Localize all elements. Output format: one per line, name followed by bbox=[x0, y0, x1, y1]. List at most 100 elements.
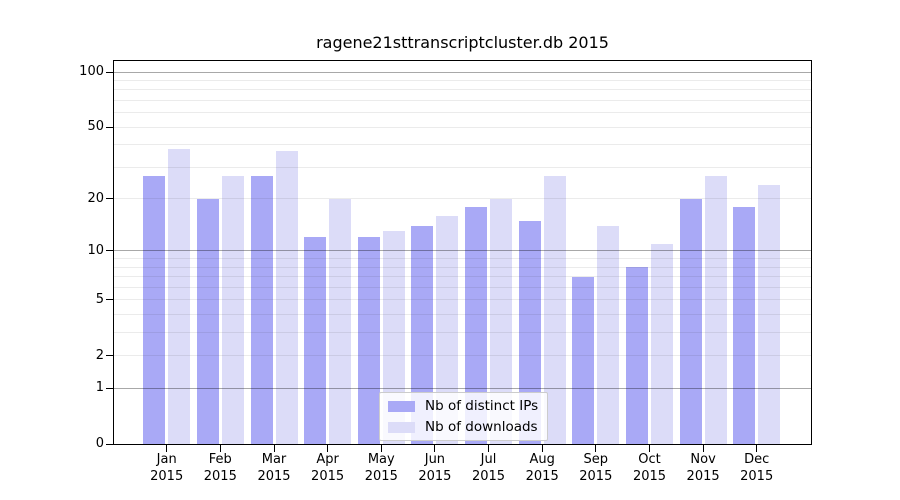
x-tick-mar bbox=[273, 445, 275, 452]
x-tick-nov bbox=[702, 445, 704, 452]
bar-distinct-ips-aug bbox=[518, 220, 541, 444]
bar-distinct-ips-sep bbox=[572, 276, 595, 444]
y-tick-label-2: 2 bbox=[95, 347, 104, 363]
x-tick-label-apr: Apr 2015 bbox=[296, 451, 360, 485]
gridline-minor-40 bbox=[114, 144, 811, 146]
y-tick-5 bbox=[106, 299, 113, 301]
gridline-minor-60 bbox=[114, 112, 811, 114]
y-tick-20 bbox=[106, 198, 113, 200]
x-label-month: May bbox=[367, 452, 395, 467]
legend-label-distinct-ips: Nb of distinct IPs bbox=[425, 398, 539, 414]
x-label-year: 2015 bbox=[632, 469, 667, 484]
bar-downloads-jan bbox=[168, 148, 191, 444]
plot-area: Nb of distinct IPs Nb of downloads 0 1 2 5 1… bbox=[79, 60, 812, 484]
x-tick-jan bbox=[166, 445, 168, 452]
legend-item-downloads: Nb of downloads bbox=[388, 419, 538, 435]
y-tick-50 bbox=[106, 126, 113, 128]
x-label-month: Apr bbox=[316, 452, 339, 467]
x-tick-sep bbox=[595, 445, 597, 452]
x-tick-oct bbox=[649, 445, 650, 452]
x-tick-label-aug: Aug 2015 bbox=[510, 451, 574, 485]
bar-distinct-ips-nov bbox=[679, 198, 702, 444]
gridline-minor-50 bbox=[114, 126, 811, 128]
x-label-year: 2015 bbox=[364, 469, 398, 484]
x-label-year: 2015 bbox=[257, 469, 291, 484]
gridline-minor-30 bbox=[114, 166, 811, 168]
bar-distinct-ips-apr bbox=[304, 237, 327, 444]
bar-downloads-feb bbox=[221, 175, 244, 444]
x-label-month: Dec bbox=[744, 452, 770, 467]
x-tick-label-jun: Jun 2015 bbox=[403, 451, 467, 485]
y-tick-100 bbox=[106, 71, 113, 73]
x-tick-aug bbox=[541, 445, 543, 452]
bar-distinct-ips-mar bbox=[250, 175, 273, 444]
x-tick-apr bbox=[327, 445, 329, 452]
legend: Nb of distinct IPs Nb of downloads bbox=[379, 392, 549, 441]
bar-downloads-jun bbox=[436, 215, 459, 444]
x-label-year: 2015 bbox=[579, 469, 613, 484]
chart-title: ragene21sttranscriptcluster.db 2015 bbox=[316, 33, 609, 52]
bar-downloads-jul bbox=[490, 198, 512, 444]
y-tick-label-1: 1 bbox=[95, 380, 104, 396]
x-label-month: Jan bbox=[156, 452, 177, 467]
x-label-month: Oct bbox=[638, 452, 661, 467]
x-label-month: Sep bbox=[583, 452, 609, 467]
x-label-year: 2015 bbox=[686, 469, 720, 484]
gridline-minor-70 bbox=[114, 100, 811, 102]
x-label-month: Jul bbox=[480, 452, 497, 467]
x-label-year: 2015 bbox=[150, 469, 184, 484]
legend-swatch-downloads bbox=[388, 421, 415, 433]
x-label-year: 2015 bbox=[471, 469, 506, 484]
x-tick-jul bbox=[488, 445, 489, 452]
legend-label-downloads: Nb of downloads bbox=[425, 419, 538, 435]
x-label-year: 2015 bbox=[418, 469, 452, 484]
gridline-minor-90 bbox=[114, 80, 811, 82]
x-tick-label-jul: Jul 2015 bbox=[457, 451, 521, 485]
y-tick-label-50: 50 bbox=[87, 119, 104, 135]
x-tick-label-jan: Jan 2015 bbox=[135, 451, 199, 485]
x-label-month: Jun bbox=[424, 452, 446, 467]
x-label-month: Nov bbox=[690, 452, 716, 467]
x-tick-label-sep: Sep 2015 bbox=[564, 451, 628, 485]
legend-item-distinct-ips: Nb of distinct IPs bbox=[388, 398, 538, 414]
x-label-year: 2015 bbox=[525, 469, 559, 484]
x-label-year: 2015 bbox=[311, 469, 345, 484]
y-tick-1 bbox=[106, 387, 113, 389]
y-tick-label-5: 5 bbox=[95, 291, 104, 307]
x-tick-label-feb: Feb 2015 bbox=[188, 451, 252, 485]
x-tick-jun bbox=[434, 445, 436, 452]
gridline-major-100 bbox=[114, 71, 811, 73]
bar-distinct-ips-dec bbox=[733, 206, 756, 444]
y-tick-label-20: 20 bbox=[87, 190, 104, 206]
bar-distinct-ips-jul bbox=[465, 206, 487, 444]
y-tick-label-100: 100 bbox=[79, 64, 104, 80]
bar-distinct-ips-jan bbox=[143, 175, 166, 444]
y-tick-label-10: 10 bbox=[87, 242, 104, 258]
bar-downloads-mar bbox=[275, 150, 298, 444]
y-tick-10 bbox=[106, 250, 113, 252]
x-tick-label-nov: Nov 2015 bbox=[671, 451, 735, 485]
x-tick-may bbox=[380, 445, 382, 452]
x-tick-label-dec: Dec 2015 bbox=[725, 451, 789, 485]
bar-downloads-nov bbox=[704, 175, 727, 444]
y-tick-2 bbox=[106, 355, 113, 356]
bar-downloads-sep bbox=[597, 225, 620, 444]
bar-distinct-ips-feb bbox=[196, 198, 219, 444]
bar-downloads-may bbox=[382, 231, 405, 444]
bar-downloads-oct bbox=[651, 243, 673, 444]
x-tick-feb bbox=[219, 445, 221, 452]
x-label-month: Feb bbox=[208, 452, 232, 467]
x-tick-label-oct: Oct 2015 bbox=[618, 451, 682, 485]
x-tick-label-may: May 2015 bbox=[349, 451, 413, 485]
bar-distinct-ips-jun bbox=[411, 225, 434, 444]
gridline-minor-80 bbox=[114, 89, 811, 91]
x-label-month: Mar bbox=[261, 452, 287, 467]
x-label-month: Aug bbox=[529, 452, 555, 467]
bar-downloads-dec bbox=[758, 184, 781, 444]
y-tick-label-0: 0 bbox=[95, 436, 104, 451]
bar-downloads-aug bbox=[543, 175, 566, 444]
bar-downloads-apr bbox=[329, 198, 352, 444]
x-tick-label-mar: Mar 2015 bbox=[242, 451, 306, 485]
y-tick-0 bbox=[106, 443, 113, 445]
x-tick-dec bbox=[756, 445, 758, 452]
